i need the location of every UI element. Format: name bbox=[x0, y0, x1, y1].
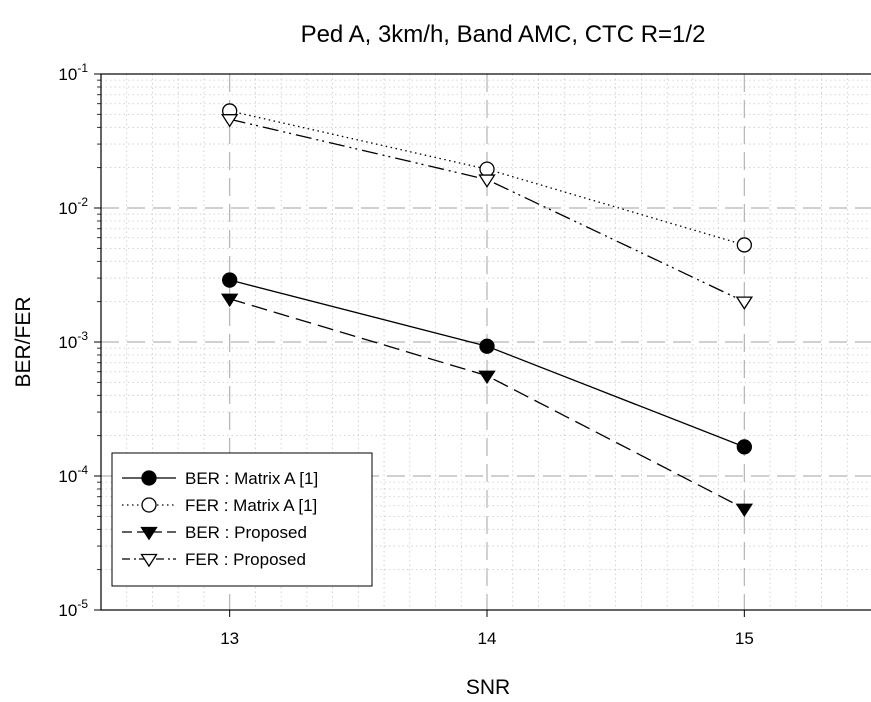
legend-label-4: FER : Proposed bbox=[185, 550, 306, 569]
series-3-point bbox=[478, 370, 496, 385]
series-1 bbox=[222, 272, 752, 455]
series-2-point bbox=[479, 161, 495, 177]
y-tick-label: 10-3 bbox=[58, 329, 88, 352]
y-axis-label: BER/FER bbox=[12, 296, 35, 387]
y-tick-label: 10-1 bbox=[58, 61, 88, 84]
legend-label-2: FER : Matrix A [1] bbox=[185, 496, 317, 515]
y-tick-label: 10-4 bbox=[58, 463, 88, 486]
legend-label-1: BER : Matrix A [1] bbox=[185, 469, 318, 488]
series-3 bbox=[220, 293, 754, 518]
chart-title: Ped A, 3km/h, Band AMC, CTC R=1/2 bbox=[301, 21, 706, 48]
x-tick-label: 15 bbox=[735, 629, 754, 648]
series-1-point bbox=[736, 439, 752, 455]
series-4-point bbox=[735, 296, 754, 310]
series-1-point bbox=[222, 272, 238, 288]
ticks: 13 14 15 10-1 10-2 10-3 10-4 10-5 bbox=[58, 61, 753, 648]
legend-label-3: BER : Proposed bbox=[185, 523, 307, 542]
series-4-line bbox=[229, 118, 745, 303]
series-layer bbox=[220, 103, 754, 518]
series-2-point bbox=[736, 237, 752, 253]
x-tick-label: 14 bbox=[478, 629, 497, 648]
legend: BER : Matrix A [1] FER : Matrix A [1] BER … bbox=[111, 452, 373, 587]
y-tick-label: 10-5 bbox=[58, 597, 88, 620]
series-3-point bbox=[735, 503, 754, 518]
series-4-point bbox=[478, 174, 496, 188]
x-tick-label: 13 bbox=[220, 629, 239, 648]
series-4-point bbox=[220, 114, 239, 128]
series-1-point bbox=[479, 338, 495, 354]
legend-marker-2 bbox=[141, 497, 157, 513]
series-4 bbox=[220, 114, 754, 310]
x-axis-label: SNR bbox=[466, 676, 510, 699]
y-tick-label: 10-2 bbox=[58, 195, 88, 218]
legend-marker-1 bbox=[141, 470, 157, 486]
series-3-point bbox=[220, 293, 239, 308]
legend-marker-4 bbox=[140, 553, 158, 568]
legend-marker-3 bbox=[140, 526, 158, 541]
